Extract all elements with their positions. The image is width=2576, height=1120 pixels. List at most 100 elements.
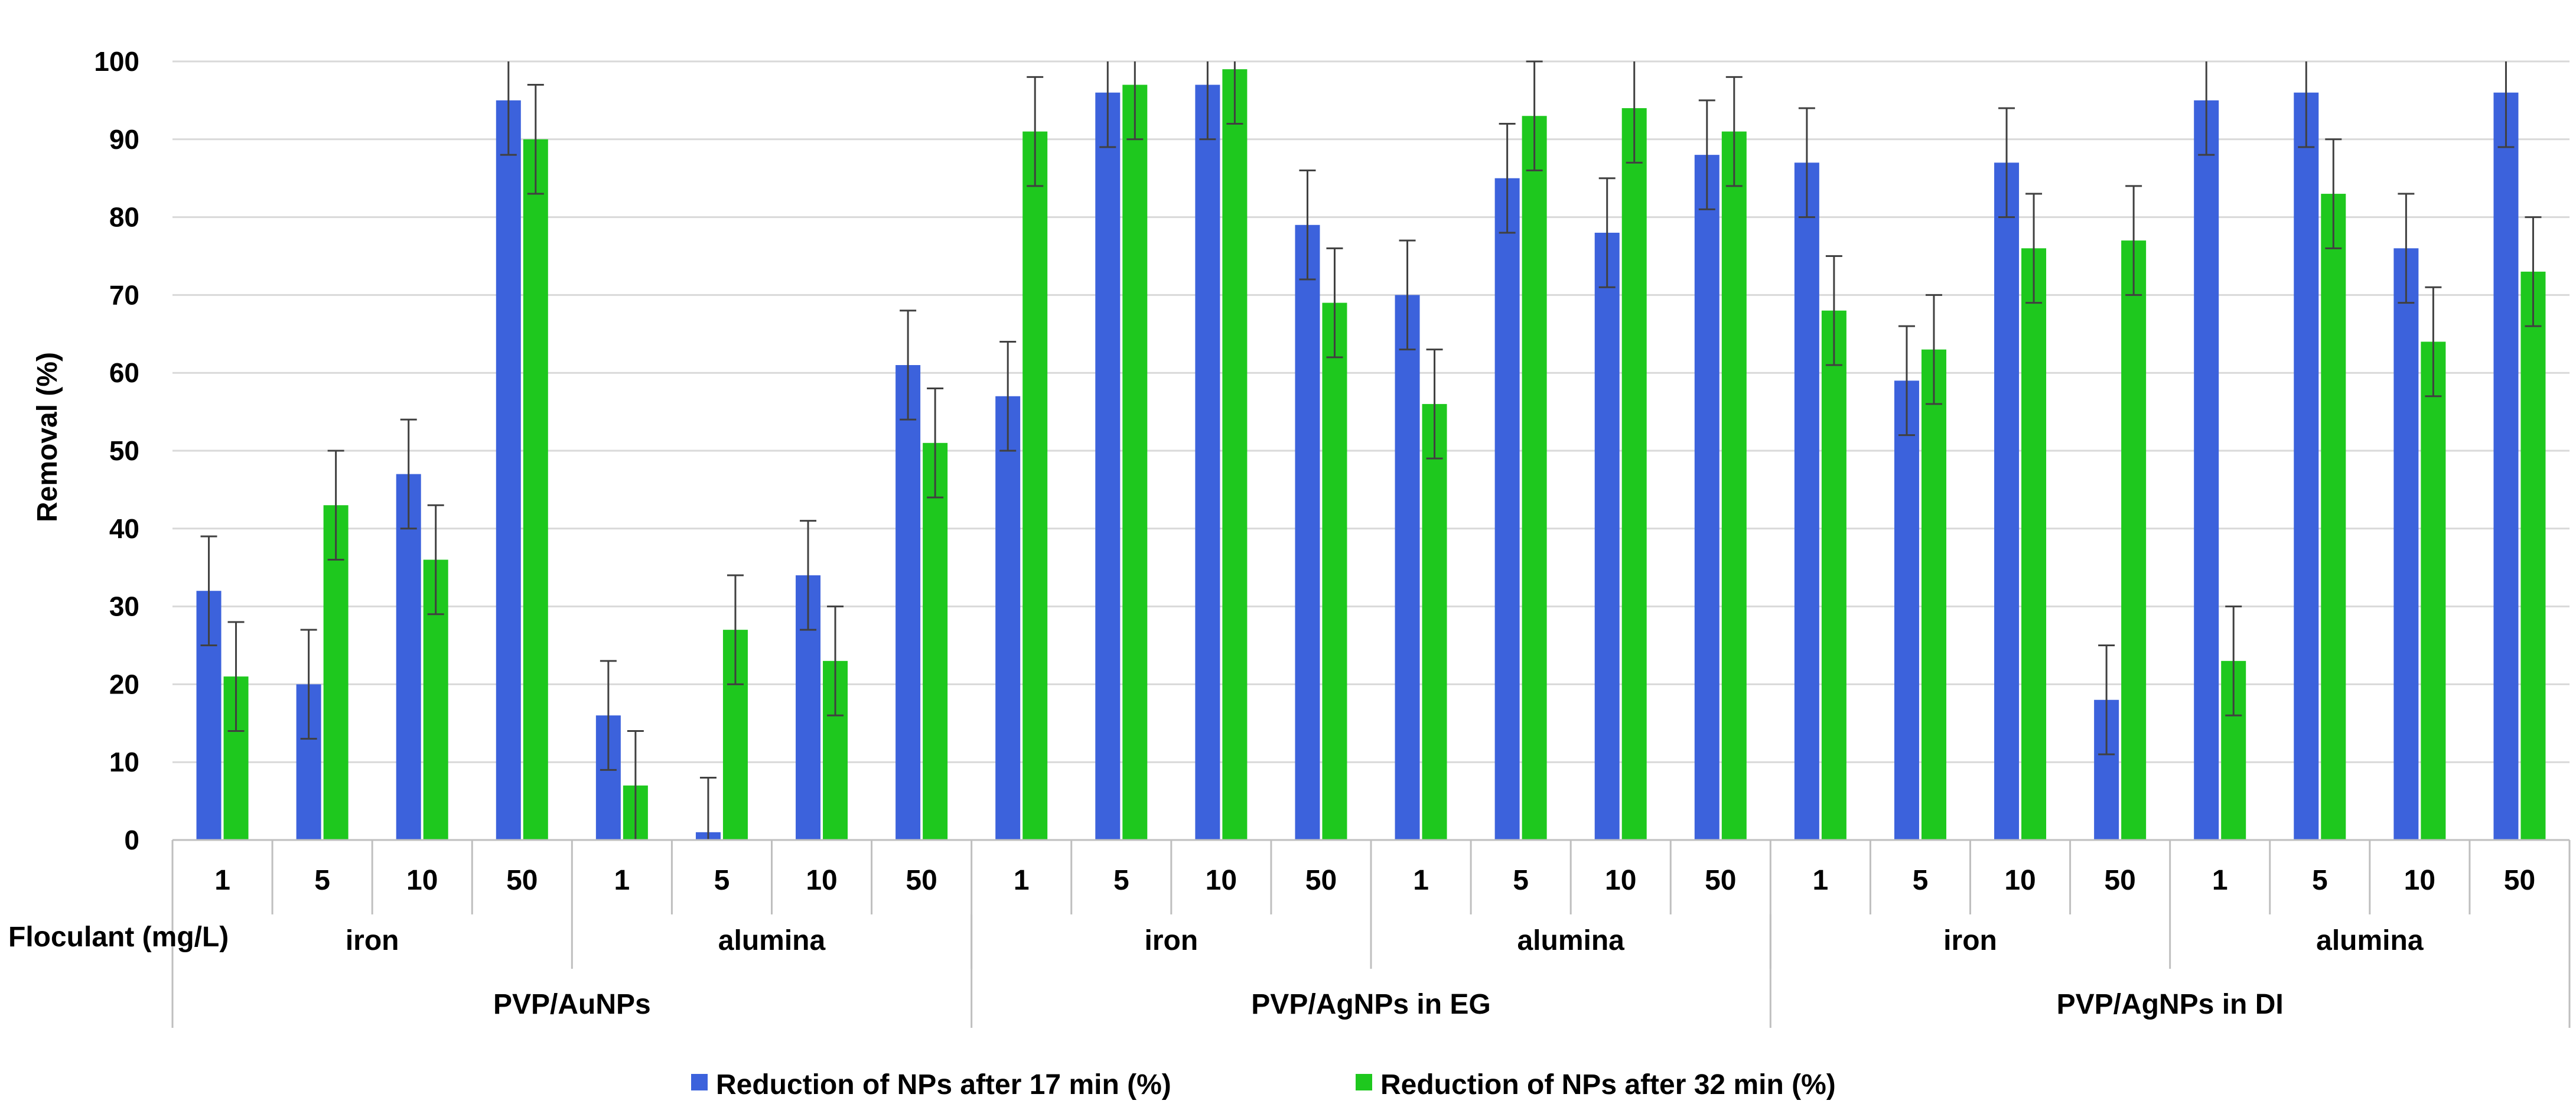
error-bar <box>1426 349 1443 460</box>
x-tick-label: 10 <box>406 865 438 896</box>
error-bar <box>2425 286 2442 398</box>
x-axis-label: Floculant (mg/L) <box>8 922 229 953</box>
x-tick-label: 50 <box>506 865 538 896</box>
bar-series-1 <box>1195 84 1220 840</box>
floculant-group-label: iron <box>346 925 399 956</box>
x-tick-label: 50 <box>1705 865 1736 896</box>
error-bar <box>300 629 317 740</box>
x-tick-label: 1 <box>1413 865 1429 896</box>
np-group-label: PVP/AuNPs <box>493 989 651 1020</box>
error-bar <box>327 450 344 561</box>
floculant-group-label: alumina <box>2316 925 2424 956</box>
bar-series-1 <box>1295 224 1320 840</box>
error-bar <box>1898 325 1915 437</box>
bar-series-2 <box>1122 84 1148 840</box>
bar-series-2 <box>2021 248 2047 840</box>
x-tick-label: 5 <box>1913 865 1929 896</box>
x-tick-label: 10 <box>1605 865 1636 896</box>
bar-series-1 <box>1594 232 1620 841</box>
error-bar <box>827 605 844 717</box>
bar-series-1 <box>396 474 421 840</box>
y-tick-label: 90 <box>109 124 139 155</box>
bar-series-1 <box>496 100 521 840</box>
error-bar <box>2098 644 2115 756</box>
error-bar <box>2198 61 2215 156</box>
y-tick-label: 10 <box>109 747 139 777</box>
x-tick-label: 50 <box>2104 865 2135 896</box>
floculant-group-label: alumina <box>1517 925 1624 956</box>
error-bar <box>1925 294 1942 405</box>
bar-series-1 <box>2393 248 2419 840</box>
bar-series-2 <box>1821 310 1846 840</box>
error-bar <box>1626 61 1643 164</box>
error-bar <box>1499 122 1516 234</box>
bar-series-1 <box>895 365 921 840</box>
legend-swatch <box>691 1074 708 1090</box>
x-tick-label: 5 <box>2312 865 2328 896</box>
bar-series-2 <box>1921 349 1946 840</box>
error-bar <box>1299 170 1316 281</box>
y-tick-label: 30 <box>109 591 139 622</box>
error-bar <box>2325 138 2342 249</box>
bar-series-2 <box>2520 271 2546 840</box>
error-bars <box>200 60 2542 841</box>
x-tick-label: 5 <box>1113 865 1129 896</box>
error-bar <box>2525 216 2542 327</box>
bar-series-2 <box>1422 403 1447 840</box>
bar-series-1 <box>2294 92 2319 841</box>
error-bar <box>1725 76 1743 187</box>
x-tick-label: 1 <box>214 865 230 896</box>
error-bar <box>1099 61 1116 148</box>
y-axis-label: Removal (%) <box>32 352 63 522</box>
legend-label: Reduction of NPs after 32 min (%) <box>1380 1069 1836 1101</box>
floculant-group-label: iron <box>1145 925 1199 956</box>
error-bar <box>800 520 817 631</box>
bar-series-1 <box>1694 155 1719 840</box>
floculant-group-label: alumina <box>718 925 826 956</box>
np-group-label: PVP/AgNPs in DI <box>2057 989 2284 1020</box>
bar-series-2 <box>1721 131 1747 840</box>
error-bar <box>500 61 517 156</box>
bar-series-2 <box>1621 108 1647 841</box>
x-tick-label: 10 <box>2004 865 2036 896</box>
error-bar <box>1526 60 1543 172</box>
x-tick-label: 50 <box>1305 865 1337 896</box>
error-bar <box>527 84 544 195</box>
bar-series-2 <box>923 442 948 840</box>
legend-label: Reduction of NPs after 17 min (%) <box>716 1069 1171 1101</box>
bars <box>196 69 2546 841</box>
bar-series-2 <box>1222 69 1248 840</box>
x-tick-label: 5 <box>1513 865 1529 896</box>
x-tick-label: 5 <box>314 865 330 896</box>
error-bar <box>1126 61 1144 141</box>
error-bar <box>427 504 444 616</box>
bar-series-2 <box>2121 240 2147 840</box>
x-tick-label: 5 <box>714 865 730 896</box>
bar-series-2 <box>2321 194 2346 840</box>
bar-series-1 <box>2493 92 2519 841</box>
error-bar <box>400 418 417 530</box>
y-tick-label: 60 <box>109 357 139 388</box>
bar-series-1 <box>1395 295 1420 840</box>
error-bar <box>699 777 717 841</box>
error-bar <box>2225 605 2242 717</box>
x-tick-label: 1 <box>1014 865 1030 896</box>
error-bar <box>2025 193 2043 304</box>
bar-series-2 <box>523 139 548 840</box>
x-tick-label: 10 <box>1206 865 1237 896</box>
error-bar <box>600 660 617 771</box>
error-bar <box>200 535 217 646</box>
x-tick-label: 1 <box>2212 865 2228 896</box>
error-bar <box>900 310 917 421</box>
bar-series-2 <box>1322 302 1347 840</box>
x-tick-label: 50 <box>906 865 937 896</box>
bar-series-1 <box>1095 92 1121 841</box>
y-tick-label: 20 <box>109 669 139 699</box>
error-bar <box>2497 61 2515 148</box>
y-axis-ticks: 0 10 20 30 40 50 60 70 80 90 100 <box>94 46 139 855</box>
error-bar <box>2398 193 2415 304</box>
bar-series-2 <box>1022 131 1048 840</box>
error-bar <box>2125 185 2142 296</box>
error-bar <box>1399 239 1416 351</box>
error-bar <box>1798 107 1815 219</box>
